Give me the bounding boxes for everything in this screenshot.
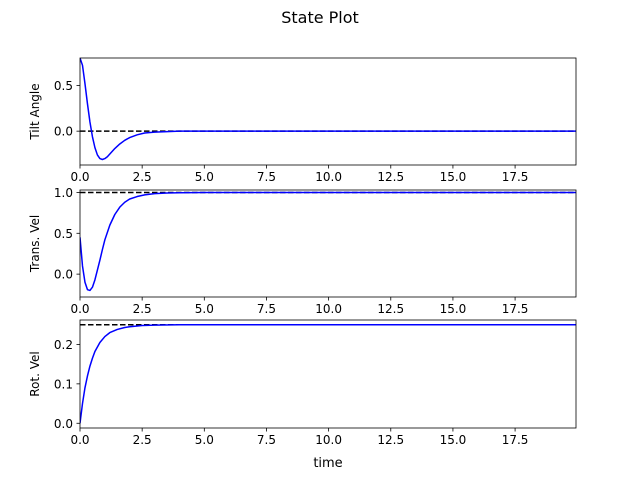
axes-frame: [79, 57, 577, 166]
x-tick-label: 15.0: [440, 302, 467, 316]
x-tick-label: 12.5: [377, 302, 404, 316]
x-tick-label: 17.5: [502, 170, 529, 184]
y-axis-label: Tilt Angle: [28, 83, 42, 140]
x-axis-label: time: [313, 456, 342, 471]
x-tick-label: 2.5: [133, 433, 152, 447]
x-tick-label: 7.5: [257, 302, 276, 316]
y-axis-label: Trans. Vel: [28, 215, 42, 273]
x-tick-label: 2.5: [133, 302, 152, 316]
axes-frame: [79, 189, 577, 298]
series-line: [80, 323, 576, 424]
x-tick-label: 0.0: [70, 302, 89, 316]
y-tick-label: 0.0: [54, 268, 73, 282]
x-tick-label: 17.5: [502, 302, 529, 316]
y-tick-label: 1.0: [54, 186, 73, 200]
x-tick-label: 12.5: [377, 433, 404, 447]
axes-frame: [79, 319, 577, 429]
x-tick-label: 10.0: [315, 302, 342, 316]
x-tick-label: 0.0: [70, 170, 89, 184]
x-tick-label: 7.5: [257, 433, 276, 447]
figure-title: State Plot: [281, 8, 359, 27]
tilt-angle-panel: 0.0 2.5 5.0 7.5 10.0 12.5 15.0 17.5 0.0 0.5 Tilt A…: [28, 57, 577, 184]
x-tick-label: 5.0: [195, 170, 214, 184]
x-tick-label: 7.5: [257, 170, 276, 184]
x-tick-label: 15.0: [440, 170, 467, 184]
y-tick-label: 0.5: [54, 79, 73, 93]
y-tick-label: 0.0: [54, 125, 73, 139]
trans-vel-panel: 0.0 2.5 5.0 7.5 10.0 12.5 15.0 17.5 0.0 0.5 1.0 Tra…: [28, 186, 577, 316]
series-line: [80, 58, 576, 161]
rot-vel-panel: 0.0 2.5 5.0 7.5 10.0 12.5 15.0 17.5 0.0 0.1 0.2 Rot…: [28, 319, 577, 447]
x-tick-label: 15.0: [440, 433, 467, 447]
x-tick-label: 17.5: [502, 433, 529, 447]
x-tick-label: 12.5: [377, 170, 404, 184]
y-tick-label: 0.0: [54, 417, 73, 431]
x-tick-label: 5.0: [195, 302, 214, 316]
x-tick-label: 10.0: [315, 433, 342, 447]
x-tick-label: 2.5: [133, 170, 152, 184]
y-tick-label: 0.5: [54, 227, 73, 241]
x-tick-label: 5.0: [195, 433, 214, 447]
y-tick-label: 0.1: [54, 377, 73, 391]
x-tick-label: 0.0: [70, 433, 89, 447]
series-line: [80, 191, 576, 292]
y-tick-label: 0.2: [54, 338, 73, 352]
y-axis-label: Rot. Vel: [28, 351, 42, 396]
x-tick-label: 10.0: [315, 170, 342, 184]
